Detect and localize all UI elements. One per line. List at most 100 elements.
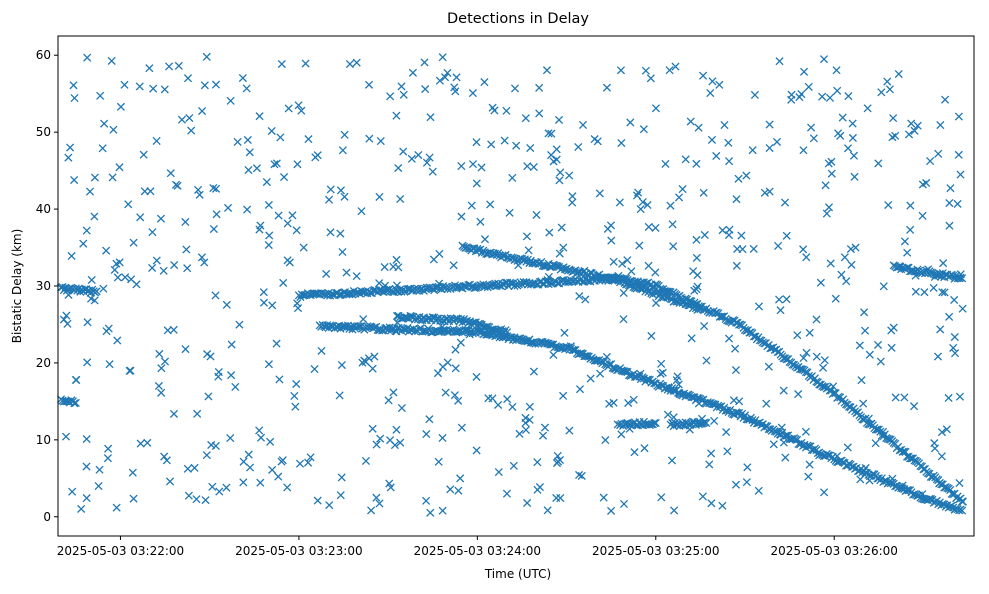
data-point (283, 219, 292, 228)
data-point (256, 478, 265, 487)
data-point (367, 506, 376, 515)
data-point (742, 478, 751, 487)
data-point (575, 385, 585, 394)
data-point (742, 171, 751, 180)
data-point (944, 393, 953, 403)
data-point (433, 283, 442, 292)
data-point (376, 434, 385, 443)
data-point (848, 133, 857, 143)
data-point (322, 269, 331, 278)
data-point (372, 493, 381, 502)
data-point (765, 120, 774, 129)
data-point (152, 256, 161, 265)
data-point (640, 444, 649, 453)
data-point (724, 230, 734, 240)
data-point (718, 226, 727, 235)
data-point (568, 192, 577, 201)
data-point (540, 423, 550, 432)
data-point (211, 184, 221, 193)
data-point (824, 159, 833, 168)
data-point (222, 483, 231, 492)
data-point (149, 84, 158, 93)
data-point (326, 185, 335, 194)
data-point (472, 138, 481, 147)
data-point (399, 90, 408, 99)
data-point (802, 253, 811, 262)
data-point (644, 261, 653, 270)
data-point (602, 352, 611, 361)
data-point (939, 259, 948, 268)
data-point (69, 81, 78, 90)
data-point (154, 381, 163, 391)
data-point (136, 213, 145, 222)
data-point (596, 369, 605, 378)
data-point (226, 96, 235, 105)
data-point (901, 447, 910, 456)
data-point (535, 83, 544, 92)
data-point (799, 245, 808, 254)
data-point (440, 73, 450, 82)
data-point (306, 453, 315, 462)
data-point (472, 446, 481, 455)
data-point (958, 506, 967, 515)
data-point (438, 506, 447, 515)
data-point (183, 464, 192, 473)
data-point (235, 320, 244, 329)
data-point (887, 343, 896, 352)
data-point (197, 253, 207, 262)
data-point (847, 260, 856, 269)
data-point (451, 345, 460, 354)
data-point (420, 58, 429, 67)
data-point (457, 212, 466, 221)
data-point (67, 251, 76, 261)
data-point (595, 189, 604, 198)
data-point (61, 432, 71, 441)
data-point (700, 230, 709, 240)
data-point (262, 177, 271, 187)
data-point (182, 245, 191, 254)
data-point (670, 506, 679, 515)
data-point (819, 55, 829, 64)
data-point (715, 80, 724, 89)
data-point (774, 241, 783, 251)
data-point (837, 270, 846, 279)
data-point (812, 315, 821, 324)
data-point (135, 82, 144, 91)
y-tick-label: 30 (36, 279, 51, 293)
data-point (842, 277, 851, 286)
data-point (284, 104, 293, 113)
data-point (162, 456, 171, 465)
data-point (389, 388, 398, 397)
data-point (165, 477, 175, 486)
data-point (581, 351, 590, 361)
data-point (252, 164, 261, 173)
data-point (201, 496, 210, 505)
data-point (775, 57, 784, 66)
data-point (94, 482, 103, 491)
data-point (352, 272, 361, 281)
data-point (809, 134, 818, 143)
data-point (781, 431, 790, 440)
data-point (544, 129, 553, 138)
data-point (227, 340, 236, 349)
data-point (645, 420, 654, 429)
data-point (906, 225, 915, 234)
data-point (937, 428, 947, 437)
data-point (818, 92, 827, 101)
data-point (62, 311, 71, 320)
data-point (472, 179, 481, 188)
data-point (690, 286, 699, 295)
data-point (293, 160, 302, 169)
data-point (782, 295, 791, 304)
data-point (910, 402, 919, 411)
data-point (780, 198, 790, 207)
data-point (243, 205, 252, 214)
data-point (159, 266, 168, 275)
data-point (950, 295, 959, 305)
y-axis-label: Bistatic Delay (km) (10, 229, 24, 344)
data-point (883, 77, 892, 86)
data-point (139, 150, 148, 159)
data-point (918, 211, 927, 220)
